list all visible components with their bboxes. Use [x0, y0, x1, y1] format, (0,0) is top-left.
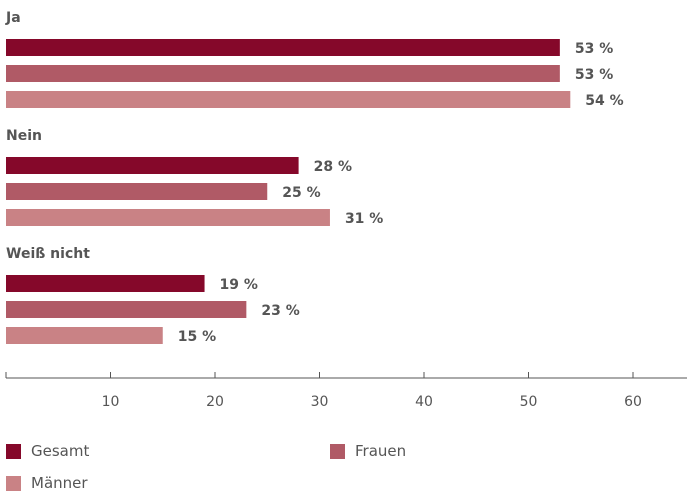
data-label: 25 %	[282, 185, 320, 201]
legend-swatch-frauen	[330, 443, 345, 459]
category-label: Nein	[6, 128, 42, 144]
bar	[6, 275, 205, 292]
bar	[6, 301, 247, 318]
bar	[6, 39, 560, 56]
chart-legend: Gesamt Frauen Männer	[6, 438, 686, 494]
legend-swatch-gesamt	[6, 443, 21, 459]
category-label: Weiß nicht	[6, 246, 90, 262]
bar	[6, 209, 330, 226]
data-label: 23 %	[261, 303, 299, 319]
data-label: 15 %	[178, 329, 216, 345]
data-label: 19 %	[220, 277, 258, 293]
x-tick-label: 40	[415, 394, 433, 410]
legend-label-gesamt: Gesamt	[31, 442, 90, 460]
data-label: 53 %	[575, 67, 613, 83]
legend-swatch-maenner	[6, 475, 21, 491]
data-label: 53 %	[575, 41, 613, 57]
legend-label-maenner: Männer	[31, 474, 88, 492]
legend-item-frauen: Frauen	[330, 442, 406, 460]
x-tick-label: 30	[311, 394, 329, 410]
x-tick-label: 60	[624, 394, 642, 410]
legend-item-gesamt: Gesamt	[6, 442, 89, 460]
x-tick-label: 10	[102, 394, 120, 410]
category-label: Ja	[5, 10, 21, 26]
data-label: 54 %	[585, 93, 623, 109]
legend-label-frauen: Frauen	[355, 442, 407, 460]
data-label: 28 %	[314, 159, 352, 175]
bar	[6, 91, 571, 108]
data-label: 31 %	[345, 211, 383, 227]
bar	[6, 327, 163, 344]
x-tick-label: 20	[206, 394, 224, 410]
bar	[6, 157, 299, 174]
bar	[6, 183, 268, 200]
bar-chart: Ja 53 % 53 % 54 % Nein 28 % 25 % 31 % Weiß nicht…	[5, 10, 687, 410]
legend-item-maenner: Männer	[6, 474, 88, 492]
bar	[6, 65, 560, 82]
x-tick-label: 50	[520, 394, 538, 410]
